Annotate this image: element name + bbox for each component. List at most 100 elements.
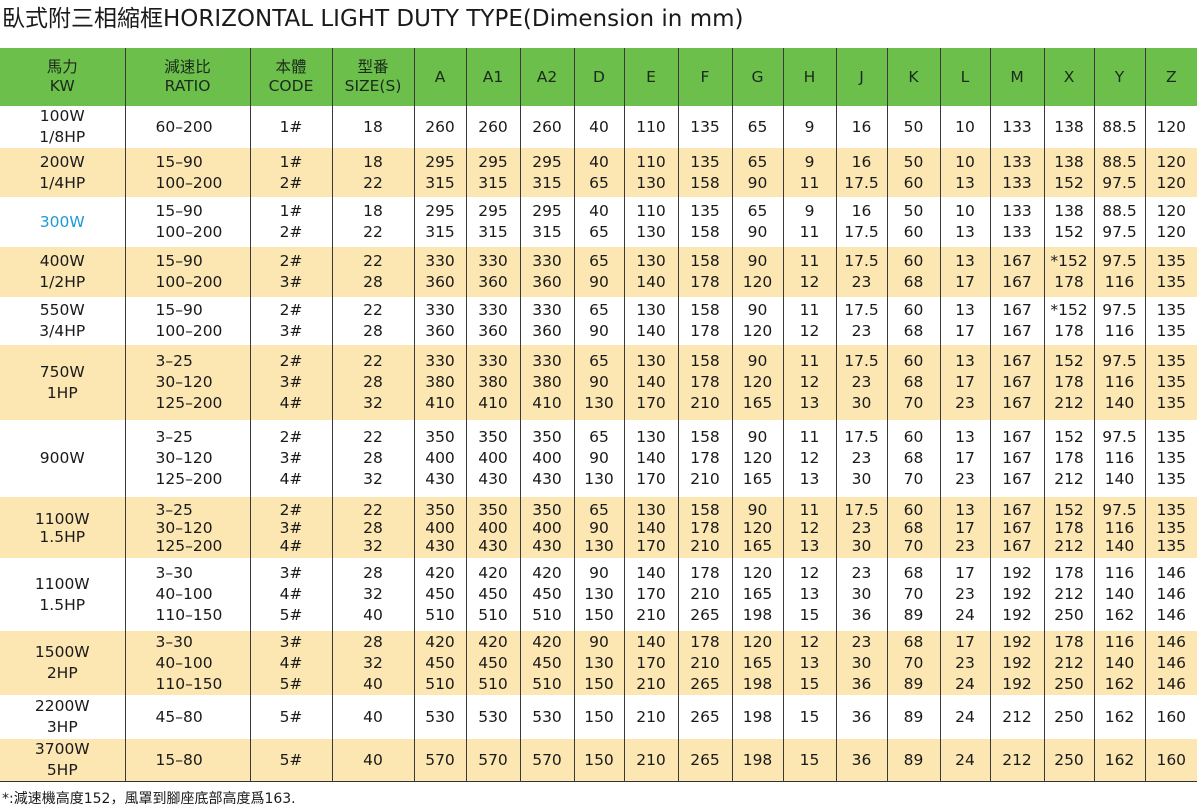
table-cell: 135 135 [1144, 297, 1197, 345]
table-cell: 11 12 [782, 247, 836, 297]
table-cell: 295 315 [413, 148, 466, 197]
cell-line: 135 [1156, 394, 1187, 412]
cell-line: 135 [690, 117, 720, 136]
table-cell: 28 32 40 [331, 558, 414, 631]
table-row: 200W 1/4HP 15–90 100–200 1# 2# 18 22 295 315 295 31… [0, 148, 1197, 197]
cell-line: 1# [279, 202, 303, 220]
cell-line: 330 [478, 301, 508, 319]
cell-line: 40 [589, 117, 609, 136]
cell-line: 97.5 [1102, 500, 1137, 519]
cell-line: 900W [39, 449, 85, 467]
cell-line: *152 [1050, 252, 1088, 270]
cell-line: 178 [1054, 518, 1084, 537]
cell-line: 17.5 [844, 428, 879, 446]
table-cell: 15–80 [124, 739, 250, 782]
cell-line: 210 [636, 606, 666, 624]
cell-line: 400 [478, 449, 508, 467]
cell-line: *152 [1050, 301, 1088, 319]
cell-line: 135 [1156, 428, 1187, 446]
cell-line: 170 [636, 470, 666, 488]
cell-line: 24 [955, 750, 975, 769]
table-cell: 13 17 23 [939, 345, 990, 420]
cell-line: 3# [279, 632, 303, 651]
cell-line: 140 [1104, 394, 1135, 412]
cell-line: A1 [482, 67, 504, 86]
table-cell: 198 [731, 739, 783, 782]
cell-line: 315 [425, 173, 455, 192]
cell-line: 116 [1104, 632, 1135, 651]
cell-line: 212 [1002, 707, 1032, 726]
cell-line: 4# [279, 536, 303, 555]
table-cell: 350 400 430 [465, 497, 520, 558]
header-cell: 型番 SIZE(S) [331, 48, 414, 106]
cell-line: SIZE(S) [344, 77, 402, 95]
cell-line: 380 [425, 373, 455, 391]
table-cell: 40 65 [573, 197, 624, 247]
cell-line: 1# [279, 152, 303, 171]
table-cell: 1# 2# [249, 197, 332, 247]
cell-line: 13 [955, 173, 975, 192]
cell-line: 36 [851, 750, 872, 769]
cell-line: 3# [279, 518, 303, 537]
table-cell: 9 [782, 106, 836, 148]
cell-line: 3700W [34, 740, 90, 758]
table-cell: 60 68 70 [886, 497, 940, 558]
cell-line: 162 [1104, 750, 1135, 769]
table-cell: 135 135 [1144, 247, 1197, 297]
table-cell: 17.5 23 [835, 247, 887, 297]
cell-line: 135 [1156, 273, 1187, 291]
cell-line: 40 [363, 674, 383, 693]
cell-line: 90 [747, 500, 768, 519]
cell-line: 23 [955, 394, 975, 412]
cell-line: 152 [1054, 500, 1084, 519]
table-cell: 265 [677, 695, 732, 739]
cell-line: 65 [589, 301, 609, 319]
table-cell: 420 450 510 [413, 558, 466, 631]
table-cell: 97.5 116 140 [1093, 420, 1145, 497]
cell-line: 135 [1156, 449, 1187, 467]
header-cell: A [413, 48, 466, 106]
cell-line: 430 [425, 536, 455, 555]
cell-line: 162 [1104, 674, 1135, 693]
cell-line: 17 [955, 632, 975, 651]
table-cell: 130 140 [623, 247, 678, 297]
table-cell: 350 400 430 [465, 420, 520, 497]
cell-line: 68 [903, 273, 924, 291]
cell-line: 120 [742, 449, 773, 467]
cell-line: 420 [478, 564, 508, 582]
header-cell: D [573, 48, 624, 106]
cell-line: 130 [584, 470, 614, 488]
cell-line: 90 [589, 632, 609, 651]
cell-line: 360 [478, 273, 508, 291]
cell-line: 23 [851, 632, 872, 651]
table-cell: 40 [331, 695, 414, 739]
table-cell: 212 [989, 695, 1044, 739]
table-cell: 15 [782, 695, 836, 739]
cell-line: 5# [279, 674, 303, 693]
cell-line: 24 [955, 674, 975, 693]
table-cell: 22 28 32 [331, 420, 414, 497]
table-cell: 138 [1043, 106, 1094, 148]
cell-line: 133 [1002, 173, 1032, 192]
cell-line: 330 [532, 301, 562, 319]
cell-line: 400 [425, 449, 455, 467]
table-cell: 16 17.5 [835, 148, 887, 197]
table-cell: 550W 3/4HP [0, 297, 125, 345]
cell-line: 17.5 [844, 173, 879, 192]
cell-line: 165 [742, 585, 773, 603]
cell-line: 120 [1156, 173, 1187, 192]
table-cell: 5# [249, 739, 332, 782]
table-cell: 50 60 [886, 197, 940, 247]
cell-line: 3# [279, 449, 303, 467]
table-cell: 178 212 250 [1043, 631, 1094, 695]
table-cell: 22 28 32 [331, 345, 414, 420]
spec-table: 馬力 KW 減速比 RATIO 本體 CODE 型番 SIZE(S) A A1 A2 D E F G H J K L… [0, 48, 1197, 782]
table-cell: 68 70 89 [886, 558, 940, 631]
cell-line: 140 [636, 564, 666, 582]
cell-line: 馬力 [46, 58, 78, 76]
cell-line: 420 [425, 632, 455, 651]
cell-line: 165 [742, 536, 773, 555]
cell-line: 3# [279, 564, 303, 582]
cell-line: 210 [636, 750, 666, 769]
cell-line: 本體 [275, 58, 307, 76]
